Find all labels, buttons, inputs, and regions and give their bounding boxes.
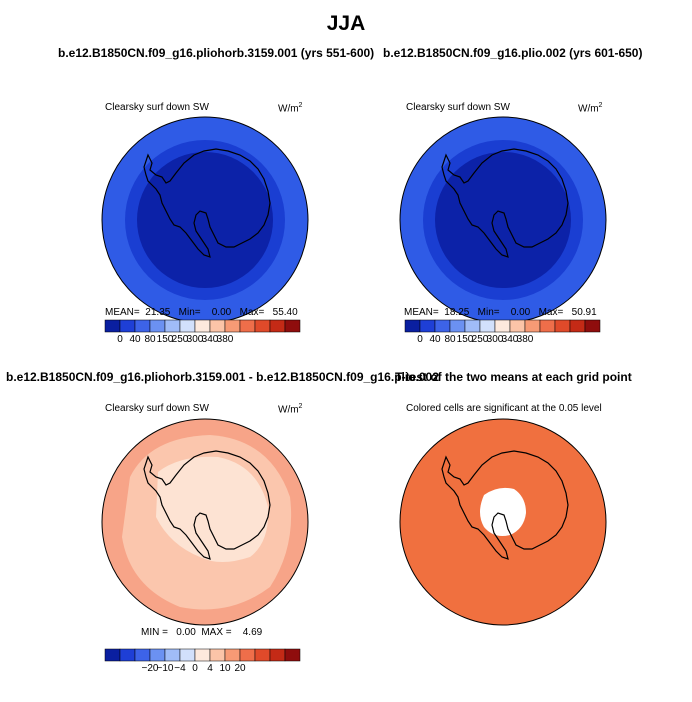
colorbar-tick-label: 20 <box>234 663 246 674</box>
inner-region <box>435 152 571 288</box>
colorbar-cell <box>254 319 271 333</box>
colorbar-tick-label: 80 <box>444 334 456 345</box>
colorbar-cell <box>284 319 301 333</box>
panel2-stats: MEAN= 18.25 Min= 0.00 Max= 50.91 <box>404 307 597 318</box>
colorbar-tick-label: −20 <box>141 663 159 674</box>
panel3-units: W/m2 <box>278 403 303 416</box>
colorbar-cell <box>254 648 271 662</box>
colorbar-cell <box>149 648 166 662</box>
colorbar-tick-label: 300 <box>186 334 204 345</box>
colorbar-cell <box>179 319 196 333</box>
panel3-colorbar <box>104 648 301 662</box>
colorbar-cell <box>494 319 511 333</box>
colorbar-tick-label: 0 <box>417 334 423 345</box>
panel1-map <box>101 116 309 324</box>
panel4-map <box>399 418 607 626</box>
antarctica-coastline <box>143 148 271 258</box>
colorbar-tick-label: 380 <box>516 334 534 345</box>
antarctica-coastline <box>441 450 569 560</box>
colorbar-tick-label: 40 <box>129 334 141 345</box>
panel1-variable: Clearsky surf down SW <box>105 102 209 113</box>
colorbar-tick-label: 340 <box>501 334 519 345</box>
colorbar-tick-label: 150 <box>156 334 174 345</box>
colorbar-cell <box>239 319 256 333</box>
panel3-variable: Clearsky surf down SW <box>105 403 209 414</box>
colorbar-cell <box>434 319 451 333</box>
colorbar-cell <box>404 319 421 333</box>
colorbar-cell <box>524 319 541 333</box>
colorbar-cell <box>179 648 196 662</box>
colorbar-cell <box>419 319 436 333</box>
colorbar-cell <box>464 319 481 333</box>
colorbar-tick-label: 250 <box>471 334 489 345</box>
antarctica-coastline <box>441 148 569 258</box>
colorbar-cell <box>584 319 601 333</box>
colorbar-cell <box>209 648 226 662</box>
figure-title: JJA <box>326 12 366 35</box>
panel3-heading: b.e12.B1850CN.f09_g16.pliohorb.3159.001 … <box>6 370 439 384</box>
panel3-stats: MIN = 0.00 MAX = 4.69 <box>141 627 263 638</box>
panel1-stats: MEAN= 21.35 Min= 0.00 Max= 55.40 <box>105 307 298 318</box>
colorbar-tick-label: 0 <box>117 334 123 345</box>
colorbar-cell <box>164 648 181 662</box>
colorbar-cell <box>194 319 211 333</box>
colorbar-cell <box>239 648 256 662</box>
colorbar-tick-label: −10 <box>156 663 174 674</box>
colorbar-tick-label: 4 <box>207 663 213 674</box>
colorbar-cell <box>224 648 241 662</box>
colorbar-cell <box>134 319 151 333</box>
colorbar-tick-label: 10 <box>219 663 231 674</box>
panel2-heading: b.e12.B1850CN.f09_g16.plio.002 (yrs 601-… <box>383 46 643 60</box>
colorbar-tick-label: 250 <box>171 334 189 345</box>
panel3-map <box>101 418 309 626</box>
colorbar-cell <box>149 319 166 333</box>
colorbar-tick-label: 380 <box>216 334 234 345</box>
colorbar-cell <box>554 319 571 333</box>
colorbar-cell <box>509 319 526 333</box>
colorbar-cell <box>449 319 466 333</box>
colorbar-cell <box>269 648 286 662</box>
colorbar-tick-label: 150 <box>456 334 474 345</box>
panel2-variable: Clearsky surf down SW <box>406 102 510 113</box>
colorbar-cell <box>269 319 286 333</box>
colorbar-tick-label: 300 <box>486 334 504 345</box>
inner-region <box>137 152 273 288</box>
non-significant-hole <box>480 487 526 536</box>
panel2-map <box>399 116 607 324</box>
colorbar-cell <box>164 319 181 333</box>
colorbar-tick-label: 80 <box>144 334 156 345</box>
colorbar-cell <box>539 319 556 333</box>
panel1-units: W/m2 <box>278 102 303 115</box>
colorbar-tick-label: 0 <box>192 663 198 674</box>
panel2-units: W/m2 <box>578 102 603 115</box>
antarctica-coastline <box>143 450 271 560</box>
colorbar-cell <box>479 319 496 333</box>
panel1-heading: b.e12.B1850CN.f09_g16.pliohorb.3159.001 … <box>58 46 375 60</box>
panel4-heading: T-test of the two means at each grid poi… <box>395 370 632 384</box>
colorbar-cell <box>209 319 226 333</box>
colorbar-cell <box>104 648 121 662</box>
panel1-colorbar <box>104 319 301 333</box>
colorbar-tick-label: 340 <box>201 334 219 345</box>
colorbar-cell <box>134 648 151 662</box>
colorbar-cell <box>224 319 241 333</box>
panel4-variable: Colored cells are significant at the 0.0… <box>406 403 602 414</box>
colorbar-cell <box>119 648 136 662</box>
colorbar-tick-label: −4 <box>174 663 186 674</box>
colorbar-tick-label: 40 <box>429 334 441 345</box>
colorbar-cell <box>119 319 136 333</box>
panel2-colorbar <box>404 319 601 333</box>
colorbar-cell <box>284 648 301 662</box>
colorbar-cell <box>194 648 211 662</box>
colorbar-cell <box>104 319 121 333</box>
colorbar-cell <box>569 319 586 333</box>
inner-region <box>156 456 269 562</box>
